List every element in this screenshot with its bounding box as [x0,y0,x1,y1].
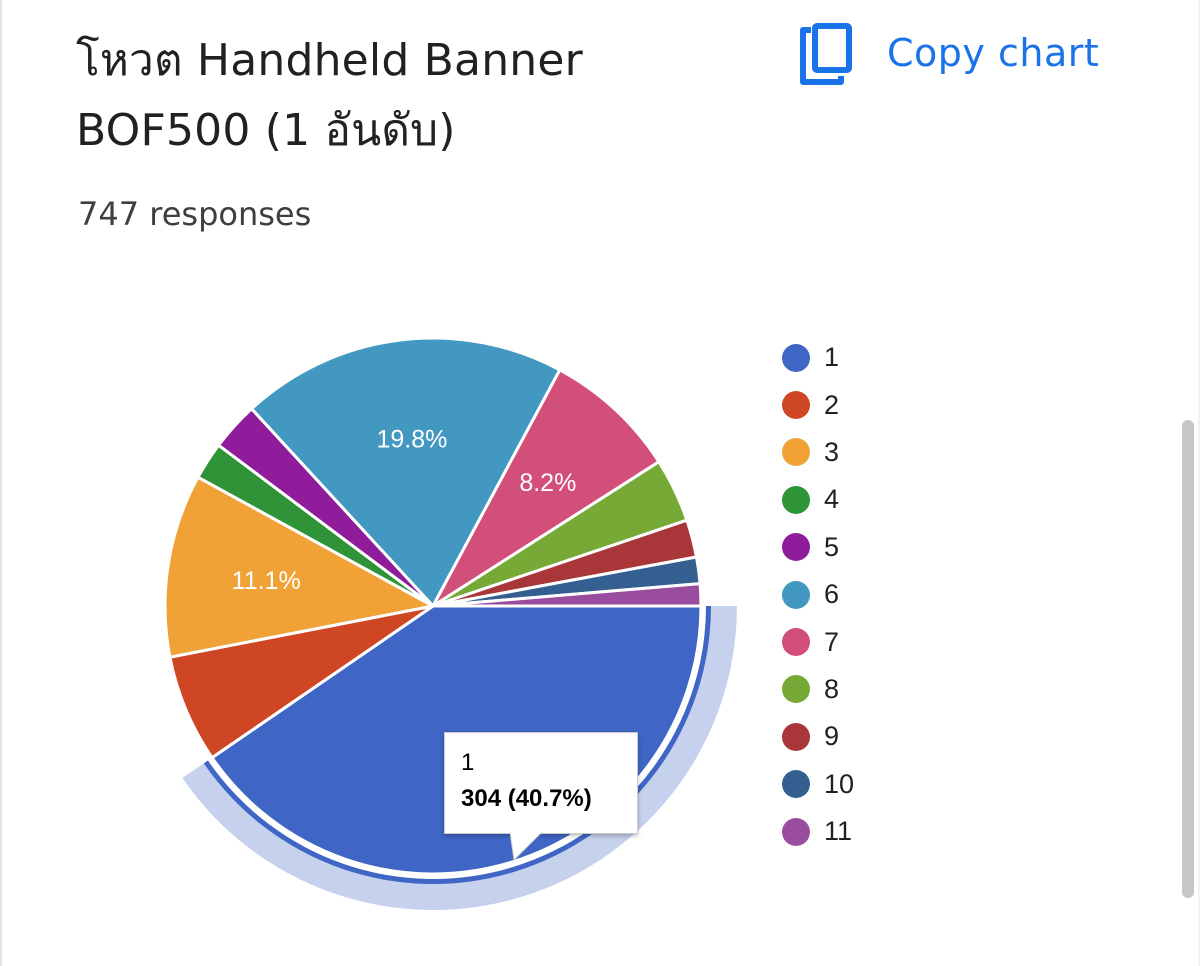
legend-swatch-4 [782,485,810,514]
legend-label-8: 8 [824,673,840,704]
legend-swatch-1 [782,343,810,372]
copy-chart-label: Copy chart [887,31,1100,75]
slice-percent-label-3: 11.1% [232,567,301,595]
legend-label-1: 1 [824,342,840,373]
chart-legend: 1 2 3 4 5 6 7 8 9 10 11 [782,334,902,855]
legend-label-5: 5 [824,531,840,562]
slice-percent-label-6: 19.8% [376,425,447,453]
legend-swatch-2 [782,391,810,420]
legend-swatch-6 [782,580,810,609]
legend-item-4[interactable]: 4 [782,476,902,523]
legend-label-3: 3 [824,436,840,467]
slice-percent-label-7: 8.2% [519,469,576,497]
legend-item-8[interactable]: 8 [782,666,902,713]
legend-swatch-8 [782,675,810,704]
slice-highlight-ring [182,606,738,911]
slice-tooltip: 1 304 (40.7%) [444,732,638,834]
legend-label-10: 10 [824,768,855,799]
legend-item-6[interactable]: 6 [782,571,902,618]
legend-label-4: 4 [824,484,840,515]
legend-item-11[interactable]: 11 [782,808,902,855]
tooltip-value: 304 (40.7%) [461,785,592,812]
legend-swatch-11 [782,817,810,846]
scrollbar-thumb[interactable] [1182,420,1194,898]
legend-item-2[interactable]: 2 [782,381,902,428]
legend-item-5[interactable]: 5 [782,524,902,571]
response-count: 747 responses [78,195,312,233]
legend-swatch-7 [782,628,810,657]
legend-swatch-3 [782,438,810,467]
legend-item-7[interactable]: 7 [782,618,902,665]
legend-item-1[interactable]: 1 [782,334,902,381]
pie-slice-2[interactable] [168,604,435,760]
chart-title: โหวต Handheld Banner BOF500 (1 อันดับ) [76,35,583,156]
legend-swatch-10 [782,770,810,799]
legend-item-9[interactable]: 9 [782,713,902,760]
copy-icon [797,20,857,86]
pie-slice-7[interactable] [431,368,661,608]
pie-slice-6[interactable] [250,336,562,608]
copy-chart-button[interactable]: Copy chart [797,20,1099,86]
tooltip-category: 1 [461,749,475,776]
legend-swatch-5 [782,533,810,562]
legend-label-11: 11 [824,816,853,847]
legend-swatch-9 [782,722,810,751]
tooltip-pointer [510,832,543,862]
legend-label-6: 6 [824,579,840,610]
pie-slice-11[interactable] [431,582,703,608]
pie-slice-3[interactable] [163,475,435,659]
legend-label-7: 7 [824,626,840,657]
legend-label-9: 9 [824,721,840,752]
legend-item-3[interactable]: 3 [782,429,902,476]
legend-label-2: 2 [824,389,840,420]
legend-item-10[interactable]: 10 [782,761,902,808]
